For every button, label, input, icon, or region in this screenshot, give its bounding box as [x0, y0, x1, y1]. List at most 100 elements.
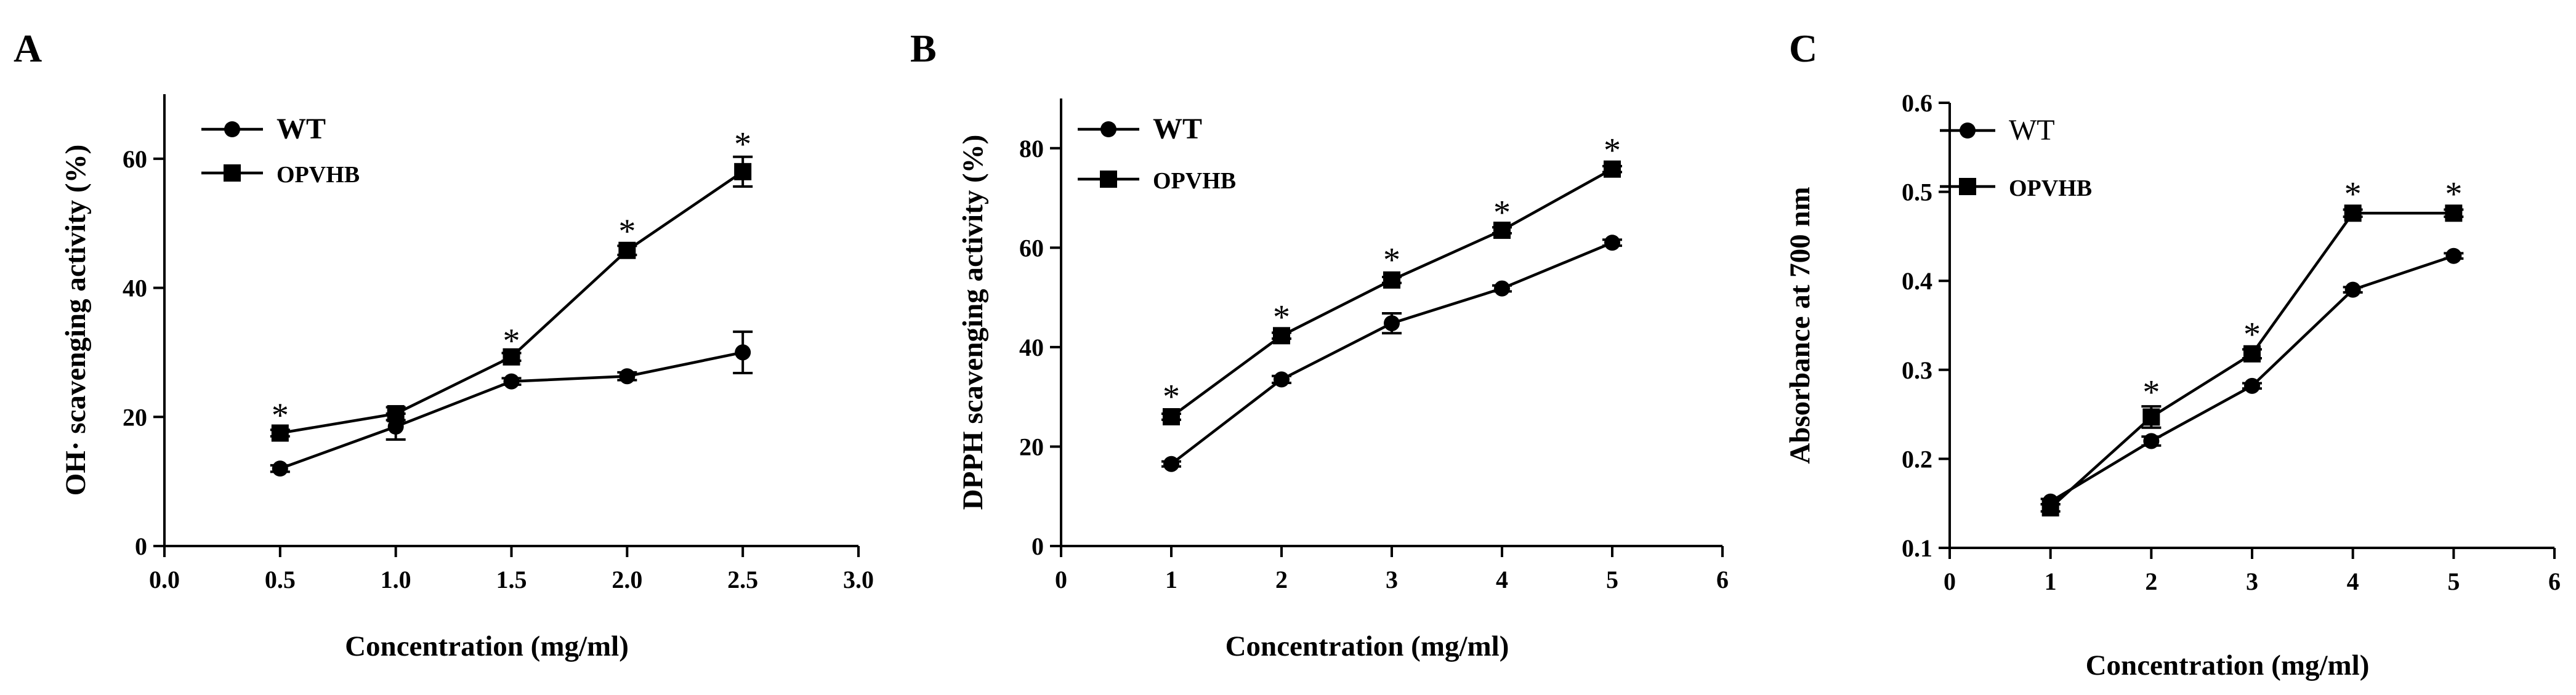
- significance-star: *: [1163, 378, 1180, 416]
- legend-marker: [224, 164, 241, 182]
- data-point: [503, 348, 520, 366]
- x-tick-label: 0: [1055, 566, 1067, 593]
- y-tick-label: 0.5: [1902, 179, 1932, 206]
- x-tick-label: 6: [2548, 568, 2561, 595]
- series-wt: [2040, 247, 2464, 510]
- x-axis-title: Concentration (mg/ml): [345, 630, 629, 662]
- x-tick-label: 4: [1496, 566, 1508, 593]
- y-tick-label: 40: [123, 275, 147, 302]
- data-point: [271, 424, 289, 442]
- data-point: [2244, 377, 2260, 394]
- legend: WT OPVHB: [1078, 113, 1236, 194]
- x-tick-label: 2.5: [727, 566, 758, 593]
- significance-star: *: [734, 125, 751, 163]
- significance-star: *: [2243, 316, 2261, 354]
- series-line: [1170, 167, 1613, 418]
- y-tick-label: 0.6: [1902, 89, 1932, 117]
- data-point: [2243, 345, 2261, 363]
- data-point: [2344, 204, 2362, 222]
- y-tick-label: 0: [1032, 532, 1044, 560]
- y-tick-label: 60: [123, 145, 147, 173]
- significance-star: *: [272, 396, 289, 435]
- significance-star: *: [618, 212, 636, 251]
- x-tick-label: 1.0: [381, 566, 411, 593]
- data-point: [503, 373, 520, 390]
- panel-letter: C: [1789, 26, 1817, 70]
- significance-star: *: [1493, 194, 1511, 232]
- legend-label: WT: [2009, 114, 2055, 147]
- significance-star: *: [1604, 132, 1621, 170]
- data-point: [2445, 247, 2462, 264]
- data-point: [1274, 371, 1290, 388]
- y-axis-title: OH· scavenging activity (%): [60, 145, 92, 496]
- data-point: [272, 460, 288, 477]
- x-tick-label: 1.5: [496, 566, 527, 593]
- x-tick-label: 2: [2145, 568, 2157, 595]
- x-tick-label: 3.0: [843, 566, 874, 593]
- y-tick-label: 0.1: [1902, 534, 1932, 562]
- data-point: [619, 368, 636, 385]
- legend-label: WT: [1153, 113, 1202, 145]
- significance-star: *: [1383, 241, 1400, 279]
- series-line: [280, 170, 744, 435]
- data-point: [2445, 204, 2463, 222]
- x-axis-title: Concentration (mg/ml): [1225, 630, 1509, 662]
- data-point: [1604, 235, 1620, 251]
- significance-star: *: [503, 322, 520, 360]
- data-point: [387, 419, 404, 435]
- significance-star: *: [1273, 298, 1290, 336]
- y-tick-label: 0.4: [1902, 267, 1932, 295]
- y-axis-title: Absorbance at 700 nm: [1784, 187, 1816, 464]
- legend-marker: [224, 121, 240, 137]
- significance-star: *: [2344, 175, 2362, 213]
- y-tick-label: 60: [1019, 234, 1044, 262]
- legend-label: WT: [277, 113, 326, 145]
- x-tick-label: 1: [2045, 568, 2057, 595]
- series-opvhb: [270, 155, 753, 442]
- y-tick-label: 40: [1019, 334, 1044, 361]
- x-tick-label: 0: [1944, 568, 1956, 595]
- panel-letter: B: [910, 26, 937, 70]
- data-point: [1493, 222, 1511, 239]
- legend-marker: [1100, 171, 1117, 188]
- series-opvhb: [1161, 160, 1622, 425]
- data-point: [1384, 315, 1400, 332]
- data-point: [1273, 327, 1290, 345]
- data-point: [1163, 408, 1180, 425]
- panel-c: C 0 1 2 3 4 5 6 0.1 0.2 0.3 0.4 0.5 0.6 Concentration …: [1784, 26, 2561, 681]
- data-point: [1604, 160, 1621, 178]
- data-point: [734, 163, 752, 180]
- legend-label: OPVHB: [1153, 168, 1236, 194]
- y-tick-label: 0: [135, 532, 147, 560]
- data-point: [618, 241, 636, 259]
- x-tick-label: 5: [2447, 568, 2460, 595]
- y-tick-label: 0.3: [1902, 356, 1932, 384]
- x-axis-title: Concentration (mg/ml): [2086, 649, 2370, 681]
- x-tick-label: 1: [1165, 566, 1177, 593]
- legend-label: OPVHB: [2009, 175, 2092, 201]
- y-tick-label: 80: [1019, 135, 1044, 163]
- data-point: [1494, 280, 1510, 297]
- legend-marker: [1959, 178, 1976, 195]
- panel-a: A 0.0 0.5 1.0 1.5 2.0 2.5 3.0 0 20 40 60 Concentrati…: [14, 26, 874, 662]
- data-point: [2344, 281, 2361, 298]
- x-tick-label: 3: [2246, 568, 2258, 595]
- y-tick-label: 20: [123, 403, 147, 431]
- legend: WT OPVHB: [1940, 114, 2092, 201]
- x-tick-label: 2.0: [612, 566, 642, 593]
- data-point: [1383, 271, 1400, 289]
- x-tick-label: 0.5: [265, 566, 296, 593]
- y-tick-label: 0.2: [1902, 445, 1932, 473]
- data-point: [2041, 499, 2059, 516]
- x-tick-label: 4: [2347, 568, 2359, 595]
- data-point: [735, 344, 751, 361]
- x-tick-label: 2: [1275, 566, 1288, 593]
- data-point: [2142, 408, 2160, 426]
- x-tick-label: 6: [1716, 566, 1729, 593]
- significance-star: *: [2142, 374, 2160, 412]
- series-line: [280, 351, 743, 470]
- x-tick-label: 3: [1386, 566, 1398, 593]
- data-point: [2143, 433, 2160, 449]
